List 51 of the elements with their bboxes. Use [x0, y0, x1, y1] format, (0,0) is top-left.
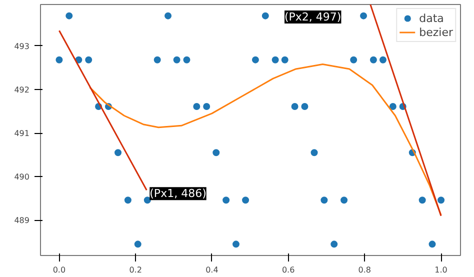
y-tick-label: 492: [14, 85, 30, 94]
point: [350, 56, 358, 64]
y-tick-label: 490: [14, 172, 30, 182]
annotation: (Px1, 486): [150, 187, 206, 200]
point: [124, 196, 132, 204]
point: [418, 196, 426, 204]
point: [262, 12, 269, 20]
point: [114, 149, 122, 156]
y-tick-label: 493: [14, 42, 30, 51]
point: [203, 102, 210, 110]
point: [183, 56, 190, 64]
point: [144, 196, 151, 204]
x-tick-label: 0.4: [206, 266, 218, 274]
point: [56, 56, 63, 64]
point: [438, 196, 445, 204]
point: [320, 196, 328, 204]
point: [330, 240, 338, 248]
point: [242, 196, 250, 204]
point: [379, 56, 386, 64]
point: [301, 102, 308, 110]
x-tick-label: 0.6: [282, 266, 295, 274]
point: [66, 12, 73, 20]
point: [173, 56, 180, 64]
line-series: [89, 63, 442, 216]
point: [164, 12, 172, 20]
point: [134, 240, 142, 248]
legend-label: data: [419, 11, 444, 25]
y-tick-label: 489: [14, 216, 30, 226]
x-tick-label: 0.8: [358, 266, 372, 274]
point: [85, 56, 92, 64]
point: [281, 56, 288, 64]
point: [222, 196, 230, 204]
x-tick-label: 0.2: [129, 266, 142, 274]
point: [370, 56, 377, 64]
point: [340, 196, 348, 204]
point: [193, 102, 200, 110]
point: [310, 149, 318, 156]
x-tick-label: 1.0: [434, 266, 448, 274]
point: [272, 56, 279, 64]
point: [252, 56, 259, 64]
point: [360, 12, 368, 20]
point: [389, 102, 396, 110]
y-tick-label: 491: [14, 129, 30, 138]
point: [232, 240, 240, 248]
point: [212, 149, 220, 156]
legend-label: bezier: [419, 25, 453, 39]
x-tick-label: 0.0: [52, 266, 66, 274]
annotation: (Px2, 497): [284, 10, 342, 24]
point: [291, 102, 298, 110]
point: [428, 240, 436, 248]
point: [154, 56, 161, 64]
